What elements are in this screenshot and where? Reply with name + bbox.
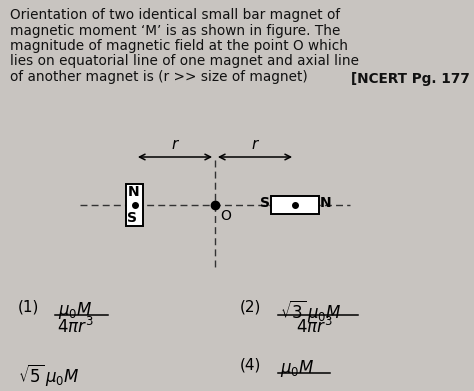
- Text: $\mu_0 M$: $\mu_0 M$: [280, 358, 315, 379]
- Text: Orientation of two identical small bar magnet of: Orientation of two identical small bar m…: [10, 8, 340, 22]
- Text: N: N: [320, 196, 332, 210]
- Bar: [127, 184, 144, 226]
- Text: S: S: [260, 196, 270, 210]
- Text: r: r: [172, 137, 178, 152]
- Text: magnitude of magnetic field at the point O which: magnitude of magnetic field at the point…: [10, 39, 348, 53]
- Text: $4\pi r^3$: $4\pi r^3$: [296, 317, 333, 337]
- Text: O: O: [220, 209, 231, 223]
- Text: (4): (4): [240, 358, 261, 373]
- Text: r: r: [252, 137, 258, 152]
- Text: $\sqrt{5}\,\mu_0 M$: $\sqrt{5}\,\mu_0 M$: [18, 362, 80, 388]
- Text: of another magnet is (r >> size of magnet): of another magnet is (r >> size of magne…: [10, 70, 308, 84]
- Bar: [271, 196, 319, 214]
- Text: lies on equatorial line of one magnet and axial line: lies on equatorial line of one magnet an…: [10, 54, 359, 68]
- Text: (2): (2): [240, 300, 261, 315]
- Text: $4\pi r^3$: $4\pi r^3$: [57, 317, 94, 337]
- Text: (1): (1): [18, 300, 39, 315]
- Text: N: N: [128, 185, 139, 199]
- Text: [NCERT Pg. 177: [NCERT Pg. 177: [351, 72, 470, 86]
- Text: $\mu_0 M$: $\mu_0 M$: [58, 300, 92, 321]
- Text: $\sqrt{3}\,\mu_0 M$: $\sqrt{3}\,\mu_0 M$: [280, 298, 341, 324]
- Text: S: S: [128, 211, 137, 225]
- Text: magnetic moment ‘M’ is as shown in figure. The: magnetic moment ‘M’ is as shown in figur…: [10, 23, 340, 38]
